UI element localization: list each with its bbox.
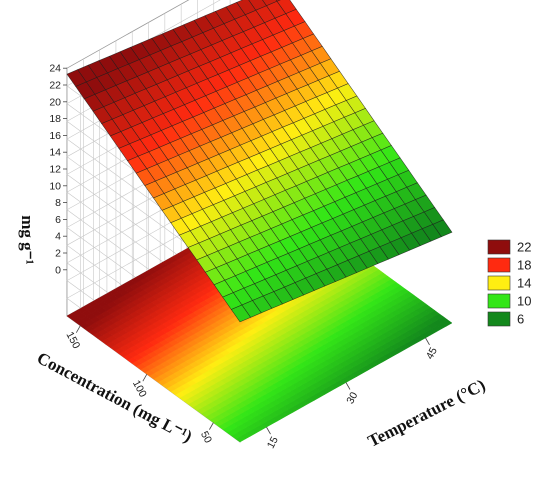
z-tick-label: 6	[55, 214, 61, 226]
legend-swatch	[487, 311, 511, 327]
legend-label: 18	[517, 258, 531, 273]
z-tick-label: 22	[49, 80, 61, 92]
z-tick-label: 20	[49, 96, 61, 108]
z-tick-label: 8	[55, 197, 61, 209]
legend: 22 18 14 10 6	[487, 239, 531, 327]
legend-label: 14	[517, 276, 531, 291]
legend-label: 6	[517, 312, 524, 327]
y-tick-label: 150	[64, 330, 83, 351]
legend-swatch	[487, 239, 511, 255]
legend-label: 10	[517, 294, 531, 309]
x-axis-title: Temperature (°C)	[365, 375, 489, 451]
z-tick-label: 2	[55, 248, 61, 260]
legend-label: 22	[517, 240, 531, 255]
z-tick-label: 0	[55, 264, 61, 276]
z-tick-label: 24	[49, 63, 61, 75]
legend-swatch	[487, 257, 511, 273]
x-tick-mark	[266, 426, 271, 435]
z-tick-label: 12	[49, 164, 61, 176]
z-tick-label: 10	[49, 180, 61, 192]
z-tick-label: 14	[49, 147, 61, 159]
z-axis-title: mg g⁻¹	[18, 215, 37, 264]
y-tick-mark	[75, 325, 81, 333]
x-tick-label: 30	[344, 390, 360, 406]
response-surface	[66, 0, 453, 323]
y-tick-label: 50	[198, 429, 214, 445]
surface-cell	[230, 304, 252, 323]
legend-swatch	[487, 275, 511, 291]
x-tick-mark	[345, 382, 351, 390]
legend-swatch	[487, 293, 511, 309]
x-tick-label: 45	[424, 345, 440, 361]
x-tick-mark	[425, 337, 430, 346]
z-tick-label: 4	[55, 231, 61, 243]
y-tick-mark	[209, 422, 214, 430]
x-tick-label: 15	[265, 435, 281, 451]
z-tick-label: 18	[49, 113, 61, 125]
z-tick-label: 16	[49, 130, 61, 142]
y-tick-mark	[142, 373, 148, 382]
